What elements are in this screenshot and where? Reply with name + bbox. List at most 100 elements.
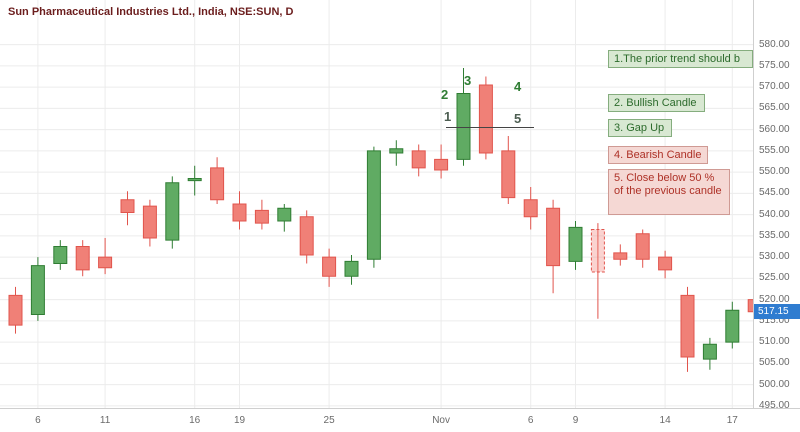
candle-body (299, 216, 314, 256)
candle-body (322, 256, 337, 277)
candle (434, 144, 449, 179)
price-axis-label: 565.00 (759, 102, 790, 114)
time-axis-label: 11 (99, 415, 111, 426)
candle (277, 204, 292, 232)
candle-body (702, 343, 717, 360)
candle (389, 140, 404, 166)
candle-body (254, 209, 269, 224)
candle-body (546, 207, 561, 267)
price-axis-label: 515.00 (759, 314, 790, 326)
candle-body (98, 256, 113, 269)
price-axis-label: 530.00 (759, 251, 790, 263)
time-axis-label: 19 (233, 415, 246, 426)
candle (232, 191, 247, 230)
annotations-overlay: 1 2 3 4 5 1.The prior trend should b 2. Bullis… (441, 50, 753, 215)
candle (210, 157, 225, 204)
candle-body (523, 199, 538, 218)
candle-body (590, 229, 605, 273)
candle-body (8, 294, 23, 326)
candle (344, 255, 359, 285)
price-axis-label: 510.00 (759, 336, 790, 348)
candle (142, 199, 157, 247)
candle-body (187, 178, 202, 182)
last-price-tag: 517.15 (754, 304, 800, 320)
annotation-box-4[interactable]: 4. Bearish Candle (608, 146, 708, 164)
candle (75, 240, 90, 277)
candle-body (411, 150, 426, 169)
candle (187, 165, 202, 196)
candle-body (30, 265, 45, 315)
candle (725, 301, 740, 349)
candle (702, 337, 717, 370)
candle (501, 136, 516, 204)
annotation-box-5[interactable]: 5. Close below 50 % of the previous cand… (608, 169, 730, 215)
price-axis-label: 520.00 (759, 293, 790, 305)
candle (53, 240, 68, 270)
annotation-number-5[interactable]: 5 (514, 111, 522, 126)
candle-body (277, 207, 292, 222)
candle-body (210, 167, 225, 201)
time-axis-label: 14 (659, 415, 671, 426)
time-axis-label: 9 (572, 415, 579, 426)
annotation-number-3[interactable]: 3 (464, 73, 472, 88)
candle-body (53, 246, 68, 264)
candle (568, 221, 583, 270)
candle-body (389, 148, 404, 154)
chart-plot-area: Sun Pharmaceutical Industries Ltd., Indi… (0, 0, 753, 408)
candle (590, 223, 605, 319)
candle (254, 199, 269, 230)
annotation-box-3[interactable]: 3. Gap Up (608, 119, 672, 137)
candle-body (456, 93, 471, 160)
candle-body (165, 182, 180, 241)
candle-body (747, 299, 753, 313)
candle (120, 191, 135, 226)
candle (8, 286, 23, 334)
time-axis-label: 6 (35, 415, 41, 426)
candle-body (725, 309, 740, 343)
candle (322, 248, 337, 287)
candle (30, 257, 45, 321)
price-axis[interactable]: 580.00 575.00 570.00 565.00 560.00 555.00 550.… (753, 0, 800, 411)
candle-body (434, 158, 449, 171)
annotation-number-4[interactable]: 4 (514, 79, 522, 94)
price-axis-label: 575.00 (759, 59, 790, 71)
candle (165, 176, 180, 249)
price-axis-label: 550.00 (759, 166, 790, 178)
candle-body (478, 84, 493, 154)
candle-body (75, 246, 90, 271)
candle-body (501, 150, 516, 199)
candle (613, 244, 628, 266)
candle (411, 144, 426, 177)
time-axis-label: 17 (726, 415, 738, 426)
price-axis-label: 560.00 (759, 123, 790, 135)
price-axis-label: 525.00 (759, 272, 790, 284)
time-axis-label: 16 (189, 415, 201, 426)
candle-body (120, 199, 135, 213)
candle (635, 229, 650, 268)
candle-body (680, 294, 695, 358)
candle-body (568, 226, 583, 262)
candle-body (366, 150, 381, 260)
candle (546, 199, 561, 294)
candle (98, 238, 113, 275)
time-axis[interactable]: 6 11 16 19 25 Nov 6 9 14 17 (0, 408, 800, 432)
candle (456, 68, 471, 166)
price-axis-label: 535.00 (759, 229, 790, 241)
annotation-box-2[interactable]: 2. Bullish Candle (608, 94, 705, 112)
candle (366, 146, 381, 268)
annotation-number-1[interactable]: 1 (444, 109, 452, 124)
candle-body (658, 256, 673, 271)
candle-body (613, 252, 628, 260)
price-axis-label: 505.00 (759, 357, 790, 369)
time-axis-label: 25 (323, 415, 335, 426)
annotation-number-2[interactable]: 2 (441, 87, 449, 102)
annotation-box-1[interactable]: 1.The prior trend should b (608, 50, 753, 68)
candle-body (142, 205, 157, 239)
candle-body (635, 233, 650, 260)
symbol-title: Sun Pharmaceutical Industries Ltd., Indi… (8, 6, 294, 18)
candle-body (232, 203, 247, 222)
time-axis-label: 6 (527, 415, 534, 426)
price-axis-label: 570.00 (759, 81, 790, 93)
candle (299, 210, 314, 264)
